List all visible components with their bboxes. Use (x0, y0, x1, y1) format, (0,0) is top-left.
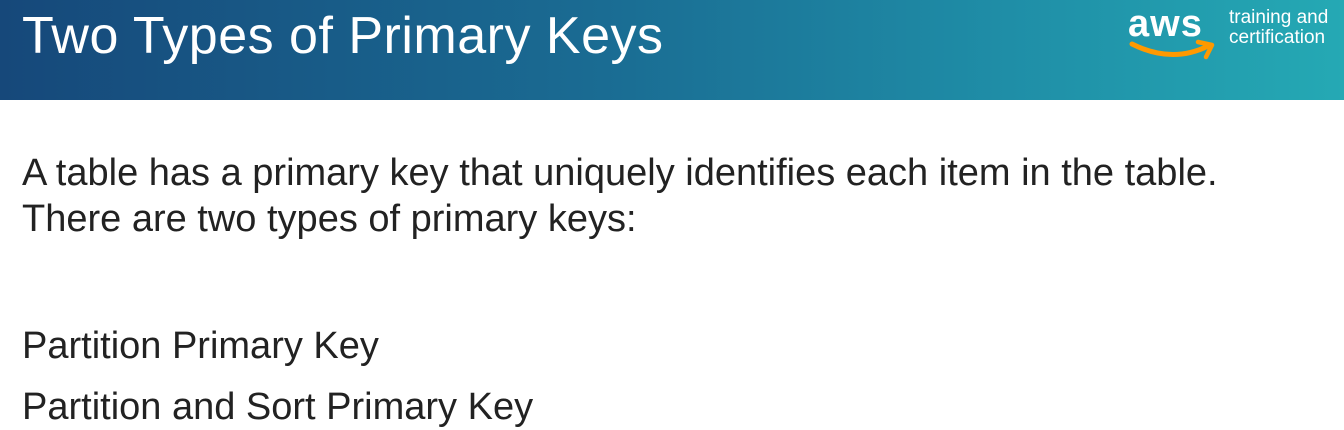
logo-subtitle-line1: training and (1229, 7, 1329, 28)
aws-wordmark: aws (1128, 3, 1203, 45)
logo-subtitle: training and certification (1229, 8, 1328, 48)
aws-logo: aws training and certification (1128, 4, 1344, 74)
slide-body: A table has a primary key that uniquely … (22, 150, 1344, 428)
list-item-partition-key: Partition Primary Key (22, 325, 379, 367)
primary-key-types-list: Partition Primary Key Partition and Sort… (22, 316, 533, 430)
logo-subtitle-line2: certification (1229, 27, 1326, 48)
intro-line-1: A table has a primary key that uniquely … (22, 152, 1218, 194)
slide-header: Two Types of Primary Keys aws training a… (0, 0, 1344, 100)
slide-title: Two Types of Primary Keys (22, 7, 664, 65)
intro-line-2: There are two types of primary keys: (22, 198, 637, 240)
list-item-partition-sort-key: Partition and Sort Primary Key (22, 386, 534, 428)
aws-smile-icon (1129, 39, 1215, 60)
